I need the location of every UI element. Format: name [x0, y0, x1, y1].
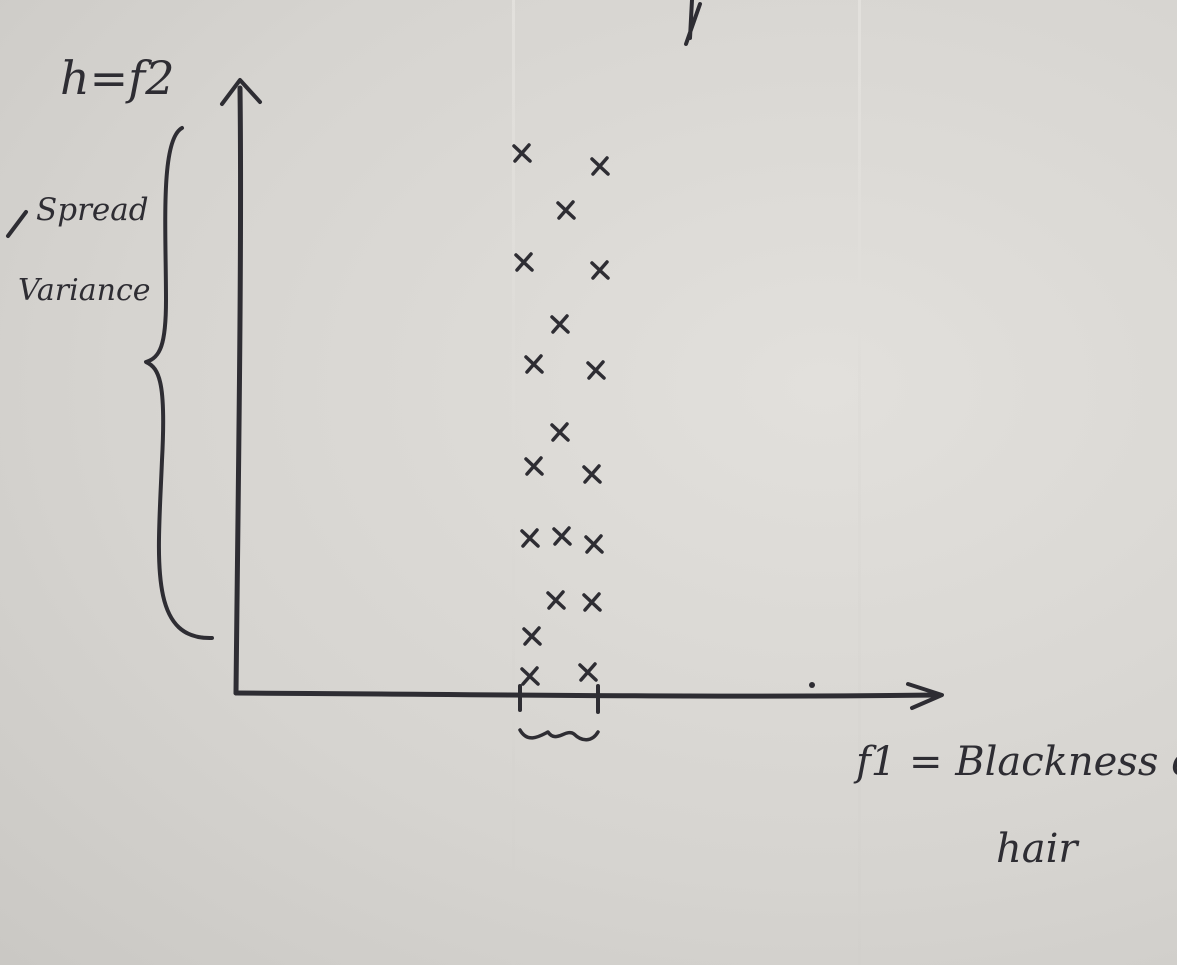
- variance-label: Variance: [18, 273, 151, 308]
- data-point-x-mark: [550, 422, 570, 442]
- data-point-x-mark: [520, 666, 540, 686]
- spread-label: Spread: [36, 192, 149, 228]
- data-point-x-mark: [524, 456, 544, 476]
- data-point-x-mark: [584, 534, 604, 554]
- y-axis-label: h=f2: [60, 51, 174, 105]
- y-axis-arrowhead: [220, 78, 262, 106]
- data-point-x-mark: [524, 354, 544, 374]
- x-axis-arrowhead: [906, 682, 944, 710]
- data-point-x-mark: [520, 528, 540, 548]
- paper-fold-left: [512, 0, 515, 965]
- data-point-x-mark: [552, 526, 572, 546]
- data-point-x-mark: [590, 156, 610, 176]
- x-axis-label-line1: f1 = Blackness of: [853, 739, 1177, 785]
- x-axis: [233, 682, 944, 710]
- spread-brace: [144, 126, 214, 641]
- data-points: [512, 143, 610, 686]
- data-point-x-mark: [582, 592, 602, 612]
- data-point-x-mark: [578, 662, 598, 682]
- x-range-ticks: [518, 684, 600, 714]
- data-point-x-mark: [512, 143, 532, 163]
- x-axis-line: [233, 690, 939, 699]
- data-point-x-mark: [546, 590, 566, 610]
- stray-dot: [809, 682, 815, 688]
- data-point-x-mark: [582, 464, 602, 484]
- paper-fold-right: [858, 0, 861, 965]
- y-axis: [220, 78, 262, 696]
- data-point-x-mark: [514, 252, 534, 272]
- y-axis-line: [233, 85, 244, 696]
- x-range-curl: [518, 728, 600, 742]
- top-scribble: [684, 0, 702, 46]
- x-axis-label-line2: hair: [996, 826, 1080, 872]
- data-point-x-mark: [556, 200, 576, 220]
- data-point-x-mark: [586, 360, 606, 380]
- data-point-x-mark: [522, 626, 542, 646]
- brace-label-tick: [6, 210, 28, 238]
- data-point-x-mark: [590, 260, 610, 280]
- x-range-brace: [518, 684, 600, 742]
- data-point-x-mark: [550, 314, 570, 334]
